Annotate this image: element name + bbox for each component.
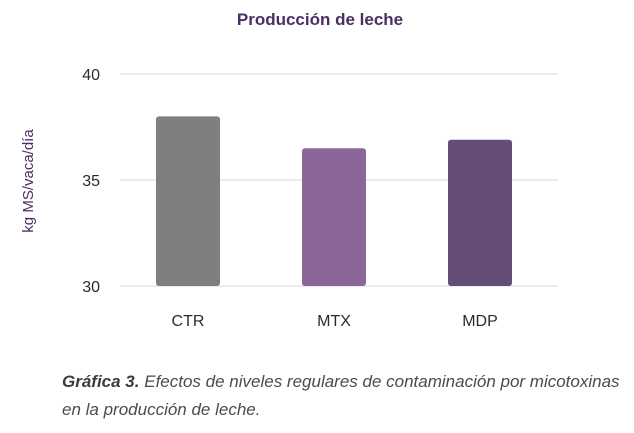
caption-text: Efectos de niveles regulares de contamin…: [62, 372, 620, 419]
y-tick-label: 40: [82, 67, 100, 84]
bar-ctr: [156, 116, 220, 287]
bar-chart: Producción de leche kg MS/vaca/día 30 35 4…: [20, 10, 558, 330]
caption-label: Gráfica 3.: [62, 372, 140, 391]
figure-caption: Gráfica 3. Efectos de niveles regulares …: [62, 368, 622, 424]
x-tick-label-mdp: MDP: [462, 313, 498, 330]
chart-title: Producción de leche: [237, 10, 403, 29]
y-axis-label: kg MS/vaca/día: [20, 129, 37, 233]
y-tick-label: 30: [82, 279, 100, 296]
y-tick-label: 35: [82, 173, 100, 190]
x-tick-label-mtx: MTX: [317, 313, 351, 330]
bar-mtx: [302, 148, 366, 286]
bar-mdp: [448, 139, 512, 286]
x-tick-label-ctr: CTR: [172, 313, 205, 330]
